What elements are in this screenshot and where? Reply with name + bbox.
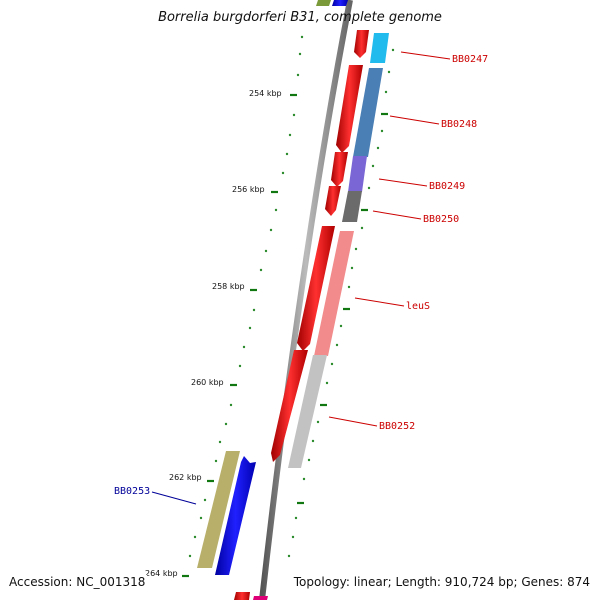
gene-label-bb0252: BB0252	[379, 421, 415, 432]
gene-label-bb0247: BB0247	[452, 54, 488, 65]
cds-bb0250	[325, 186, 341, 216]
tick-label-262: 262 kbp	[169, 473, 202, 482]
tick-label-260: 260 kbp	[191, 378, 224, 387]
inner-ticks	[297, 112, 388, 505]
tick-label-254: 254 kbp	[249, 89, 282, 98]
genome-summary: Topology: linear; Length: 910,724 bp; Ge…	[291, 575, 590, 589]
gene-label-leaders	[151, 51, 451, 505]
gene-label-bb0248: BB0248	[441, 119, 477, 130]
cog-bar-purple	[348, 156, 367, 192]
scale-ticks	[182, 93, 297, 578]
cog-bar-cyan	[370, 33, 389, 63]
tick-label-264: 264 kbp	[145, 569, 178, 578]
cds-bb0247	[354, 30, 369, 58]
dotted-track-inner	[287, 48, 395, 558]
cds-bb0253	[215, 456, 256, 575]
cog-bar-olive	[197, 451, 240, 568]
tick-label-256: 256 kbp	[232, 185, 265, 194]
cds-bb0249	[331, 152, 348, 187]
cog-bar-silver	[288, 355, 327, 468]
tick-label-258: 258 kbp	[212, 282, 245, 291]
cds-leus	[297, 226, 335, 351]
gene-label-bb0250: BB0250	[423, 214, 459, 225]
cds-bottom-red	[234, 592, 250, 600]
dotted-track-outer	[188, 35, 304, 558]
feature-blue-top	[332, 0, 348, 6]
cds-bb0248	[336, 65, 363, 153]
gene-label-bb0253: BB0253	[114, 486, 150, 497]
map-title: Borrelia burgdorferi B31, complete genom…	[158, 10, 442, 25]
accession-label: Accession: NC_001318	[9, 575, 148, 589]
genome-backbone	[259, 0, 353, 600]
cds-bb0252	[271, 350, 308, 462]
cog-bar-steelblue	[353, 68, 383, 157]
cog-bar-salmon	[314, 231, 354, 356]
feature-olive-top	[316, 0, 331, 6]
gene-label-bb0249: BB0249	[429, 181, 465, 192]
gene-label-leus: leuS	[406, 301, 430, 312]
cog-bar-gray	[342, 191, 362, 222]
cds-bottom-magenta	[253, 596, 268, 600]
